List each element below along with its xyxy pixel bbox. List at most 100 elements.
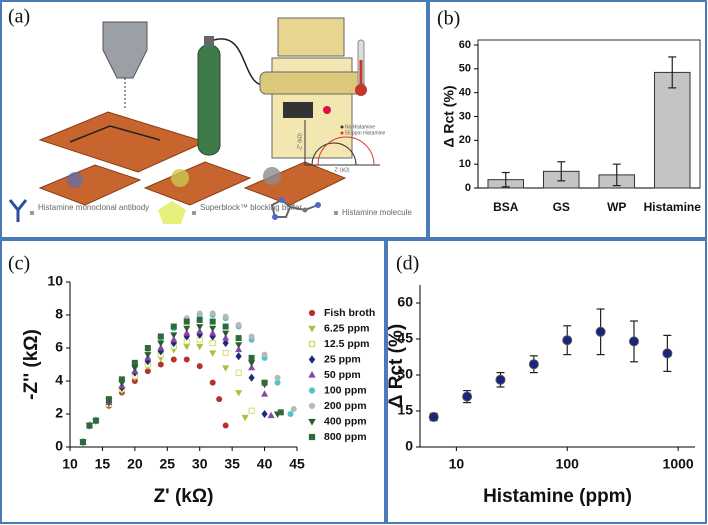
point (495, 374, 506, 385)
x-axis-label: Histamine (ppm) (483, 486, 632, 507)
point (170, 323, 177, 330)
legend-label: 200 ppm (324, 400, 367, 412)
inset-key (340, 125, 344, 129)
point (222, 422, 229, 429)
legend-label: 25 ppm (324, 353, 361, 365)
panel-d-frame (386, 239, 707, 524)
y-tick-label: 6 (55, 339, 63, 355)
panel-label: (a) (8, 6, 30, 28)
point (248, 407, 255, 414)
point (196, 324, 204, 331)
electrode (143, 161, 252, 206)
point (170, 356, 177, 363)
nozzle (102, 21, 148, 79)
point (196, 327, 204, 334)
antibody-layer (67, 172, 83, 188)
panel-label: (c) (8, 253, 30, 275)
point (562, 335, 573, 346)
point (92, 417, 99, 424)
y-tick-label: 20 (459, 134, 471, 146)
point (222, 365, 230, 372)
inset-legend: 50 ppm Histamine (345, 130, 386, 136)
x-tick-label: Histamine (644, 200, 702, 214)
point (277, 409, 284, 416)
point (235, 352, 242, 361)
y-tick-label: 0 (55, 438, 63, 454)
error-bar (557, 161, 566, 182)
point (662, 348, 673, 359)
legend-label: 6.25 ppm (324, 322, 370, 334)
point (131, 359, 138, 366)
point (261, 409, 268, 419)
plot-frame (477, 39, 701, 189)
x-tick-label: 30 (192, 456, 208, 472)
legend-text: Histamine monoclonal antibody (38, 203, 149, 212)
point (157, 361, 164, 368)
point (248, 373, 255, 382)
legend-bullet (192, 211, 196, 215)
thermometer-fill (359, 60, 363, 86)
error-bar (501, 171, 510, 188)
point (183, 318, 190, 325)
panel-label: (b) (437, 8, 460, 30)
x-tick-label: BSA (493, 200, 519, 214)
x-tick-label: 40 (257, 456, 273, 472)
point (196, 363, 203, 370)
legend-label: 50 ppm (324, 369, 361, 381)
legend-bullet (334, 211, 338, 215)
bar (653, 71, 691, 189)
electrode (38, 164, 142, 206)
point (105, 396, 112, 403)
point (144, 352, 152, 359)
inset-curve (317, 136, 375, 166)
point (261, 390, 269, 397)
inset-legend: No Histamine (345, 124, 375, 130)
panel-a-frame (0, 0, 428, 239)
point (183, 325, 191, 333)
blocker-icon (158, 201, 186, 224)
point (183, 356, 190, 363)
x-axis-label: Z' (kΩ) (154, 486, 214, 507)
point (196, 343, 204, 351)
panel-b-frame (428, 0, 707, 239)
inset-curve (311, 142, 357, 166)
molecule-icon (270, 197, 321, 220)
point (462, 391, 473, 402)
legend-label: 100 ppm (324, 384, 367, 396)
inset-xlabel: Z' (kΩ) (335, 167, 350, 173)
x-tick-label: WP (607, 200, 626, 214)
oven-tube (259, 71, 365, 95)
oven-display (283, 102, 313, 118)
point (248, 363, 256, 371)
blocking-layer (171, 169, 189, 187)
point (528, 359, 539, 370)
oven-top (277, 17, 345, 57)
y-tick-label: 30 (397, 366, 413, 382)
gas-cylinder (197, 44, 221, 156)
antibody-icon (8, 199, 28, 222)
y-tick-label: 15 (397, 402, 413, 418)
point (267, 411, 275, 419)
x-tick-label: 10 (62, 456, 78, 472)
point (274, 379, 281, 386)
point (222, 330, 230, 338)
point (628, 336, 639, 347)
point (235, 321, 242, 328)
point (157, 340, 165, 348)
legend-marker (308, 340, 316, 348)
diagram: (a) No Histamine 50 pp (8, 6, 412, 224)
point (261, 351, 268, 358)
point (222, 334, 230, 341)
oven-knob (323, 106, 331, 114)
y-axis-label: Δ Rct (%) (386, 324, 407, 408)
y-tick-label: 2 (55, 405, 63, 421)
point (241, 414, 249, 422)
point (261, 379, 268, 386)
error-bar (668, 56, 677, 89)
y-tick-label: 0 (405, 438, 413, 454)
histamine-layer (263, 167, 281, 185)
inset-ylabel: -Z'' (kΩ) (297, 133, 303, 151)
legend-marker (308, 387, 316, 394)
y-tick-label: 60 (459, 39, 471, 51)
x-tick-label: 20 (127, 456, 143, 472)
